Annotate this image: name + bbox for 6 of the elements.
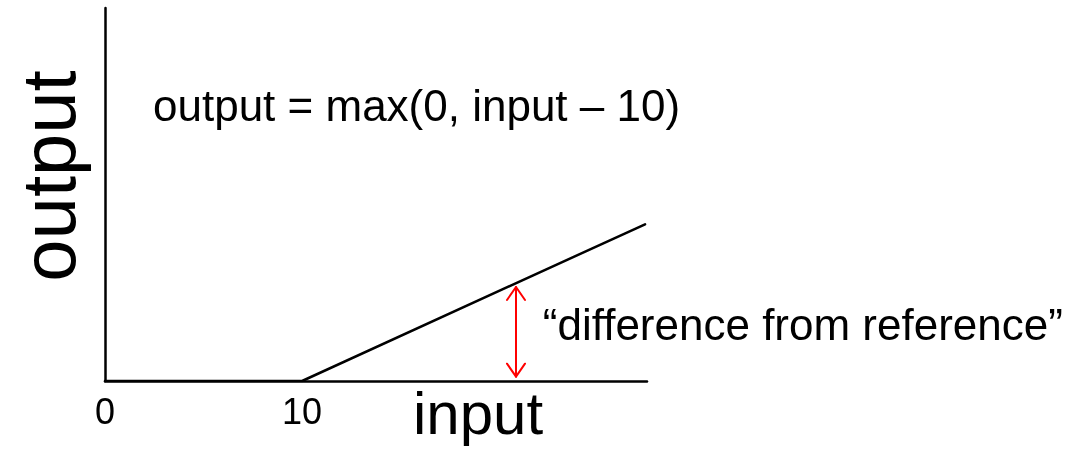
x-tick-label: 0 xyxy=(94,390,116,432)
annotation: “difference from reference” xyxy=(542,299,1063,349)
text: output = max(0, input – 10) xyxy=(153,80,681,130)
y-axis-title: output xyxy=(5,70,91,282)
x-axis-title: input xyxy=(413,379,544,447)
x-tick-label: 10 xyxy=(282,390,323,432)
